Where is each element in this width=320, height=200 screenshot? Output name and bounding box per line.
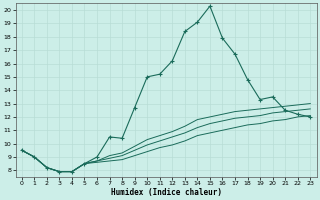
X-axis label: Humidex (Indice chaleur): Humidex (Indice chaleur) — [110, 188, 221, 197]
